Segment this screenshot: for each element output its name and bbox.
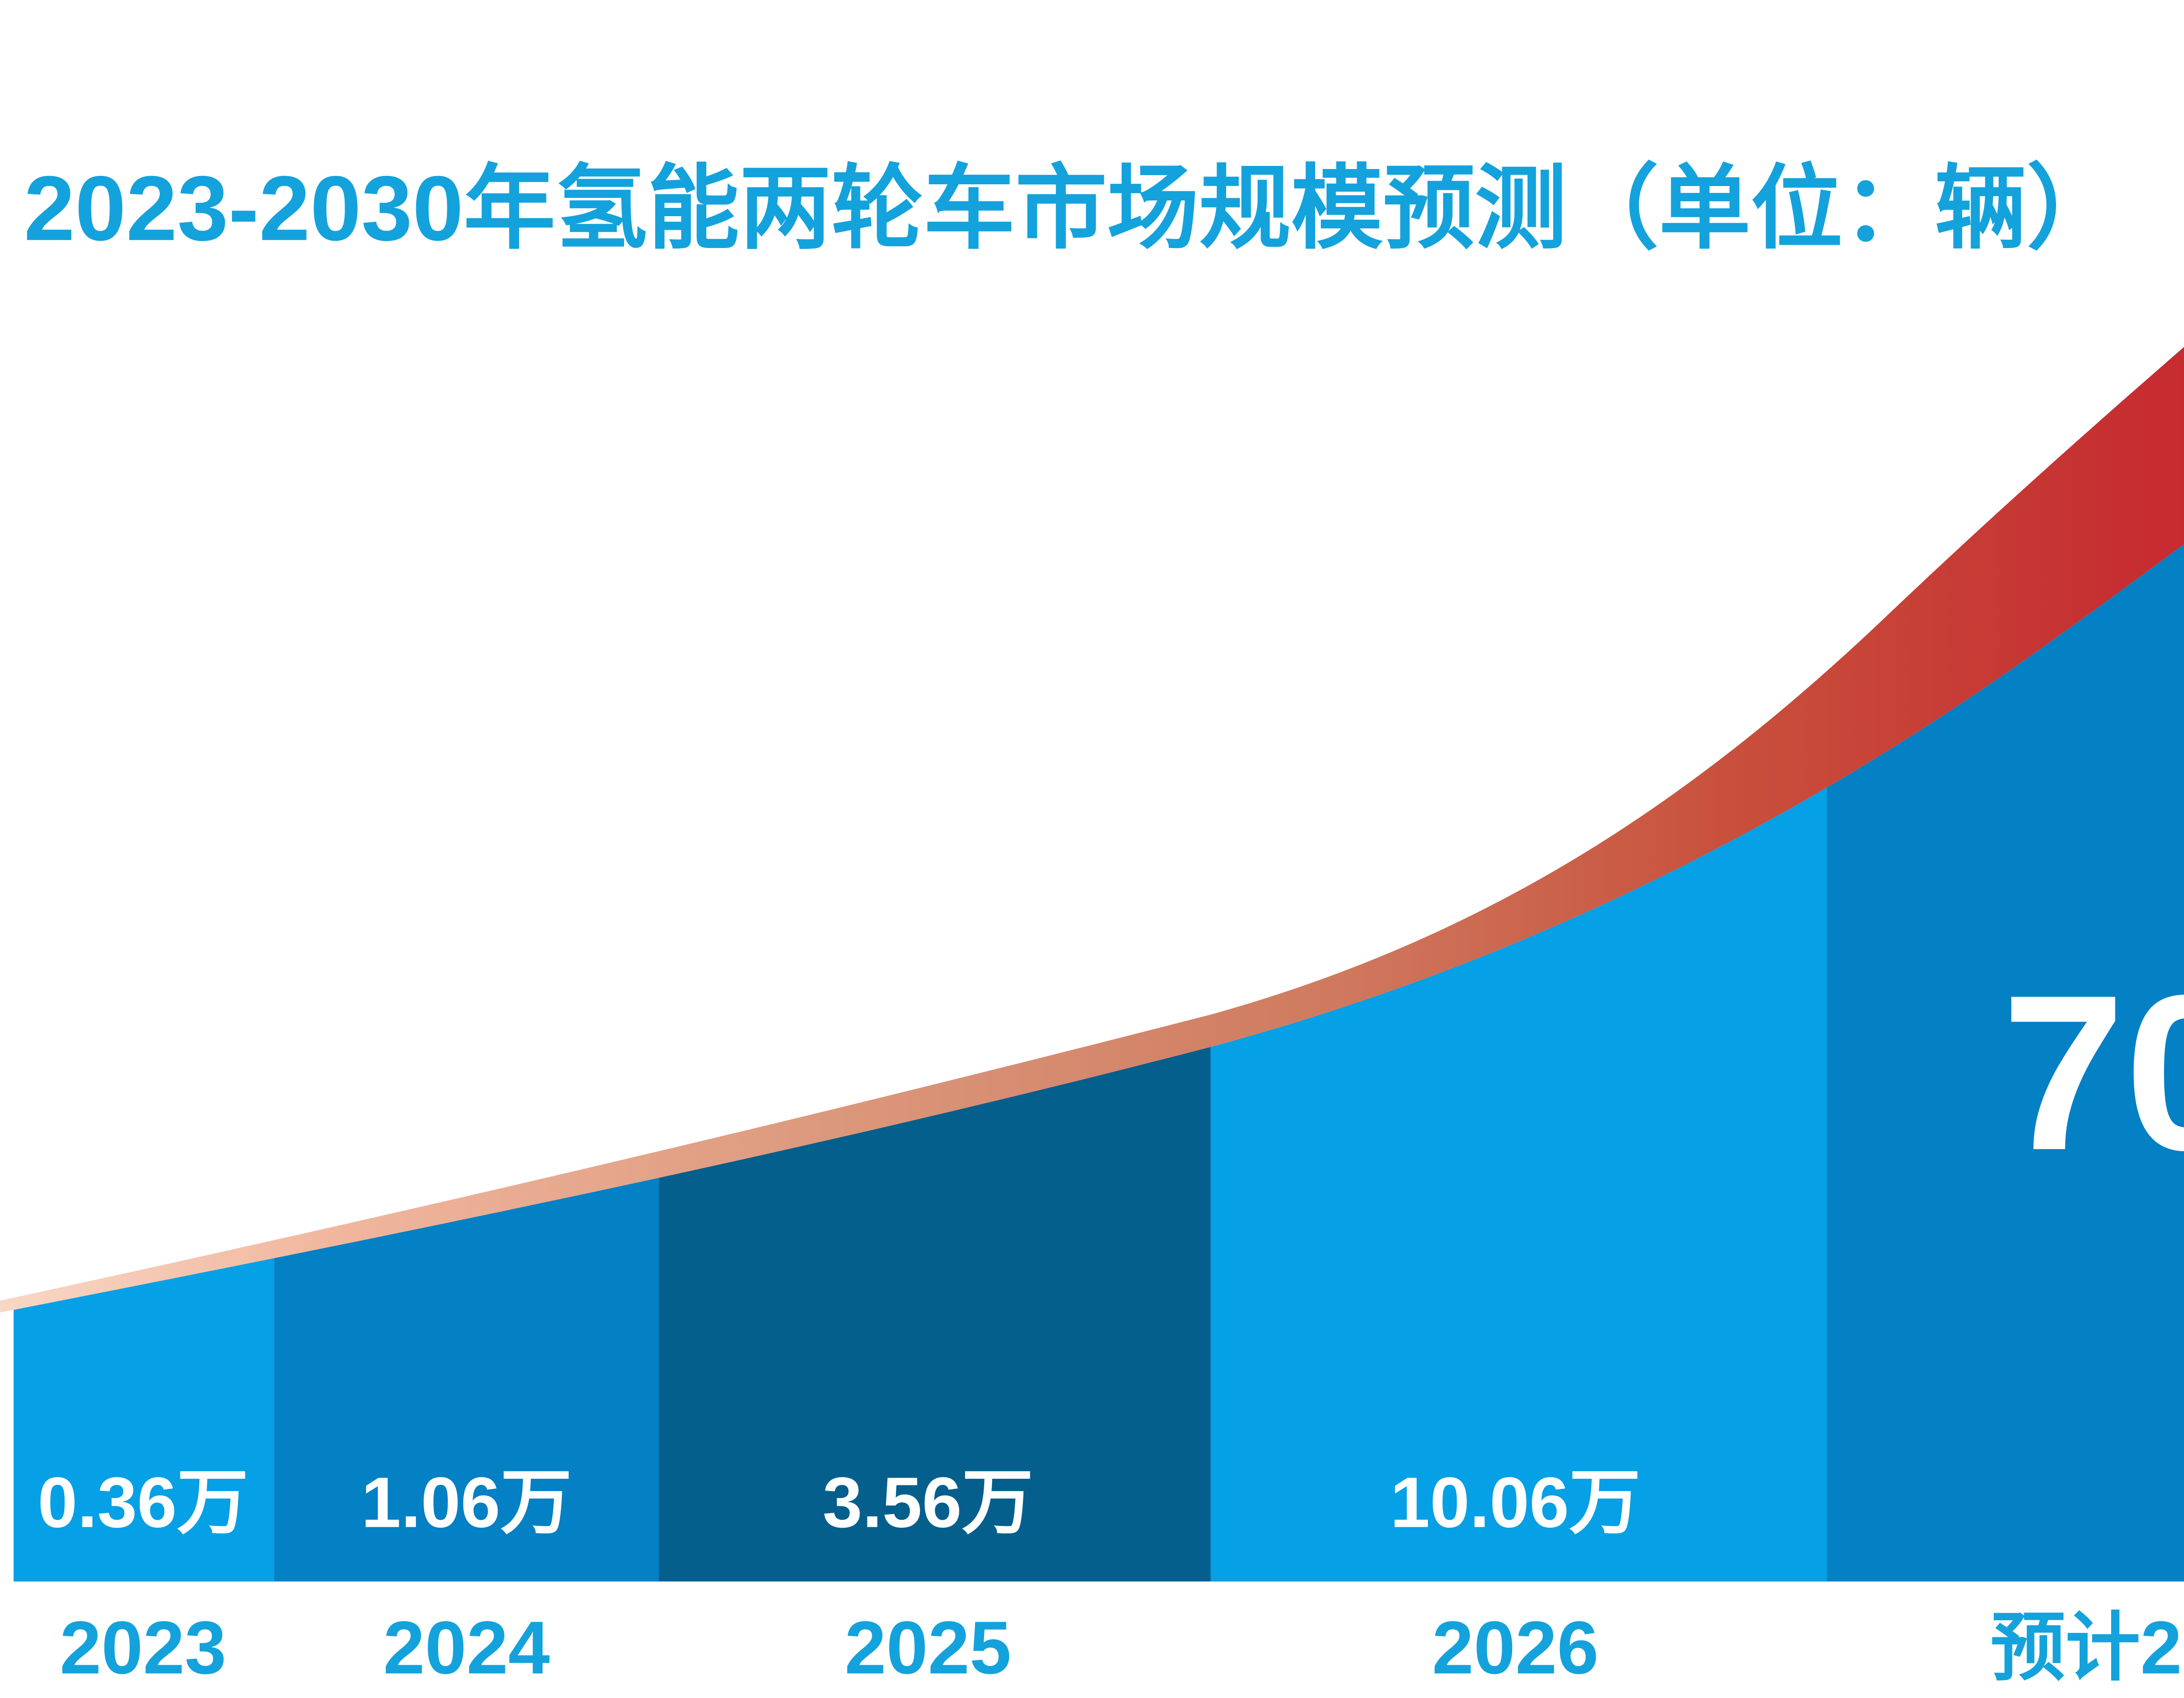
axis-label-2023: 2023 [59, 1607, 227, 1691]
bar-value-2025: 3.56万 [822, 1462, 1033, 1543]
bar-value-2024: 1.06万 [361, 1462, 572, 1543]
bar-value-2030-forecast: 70万 [2001, 948, 2184, 1197]
growth-trend-arrow-icon [0, 347, 2184, 1313]
axis-label-2025: 2025 [844, 1607, 1012, 1691]
page-title: 2023-2030年氢能两轮车市场规模预测（单位：辆） [24, 158, 2119, 261]
axis-label-2030-forecast: 预计2030年增长 [1990, 1607, 2184, 1691]
bar-value-2026: 10.06万 [1390, 1462, 1641, 1543]
bar-value-2023: 0.36万 [38, 1462, 249, 1543]
axis-label-2024: 2024 [383, 1607, 550, 1691]
axis-label-2026: 2026 [1432, 1607, 1599, 1691]
